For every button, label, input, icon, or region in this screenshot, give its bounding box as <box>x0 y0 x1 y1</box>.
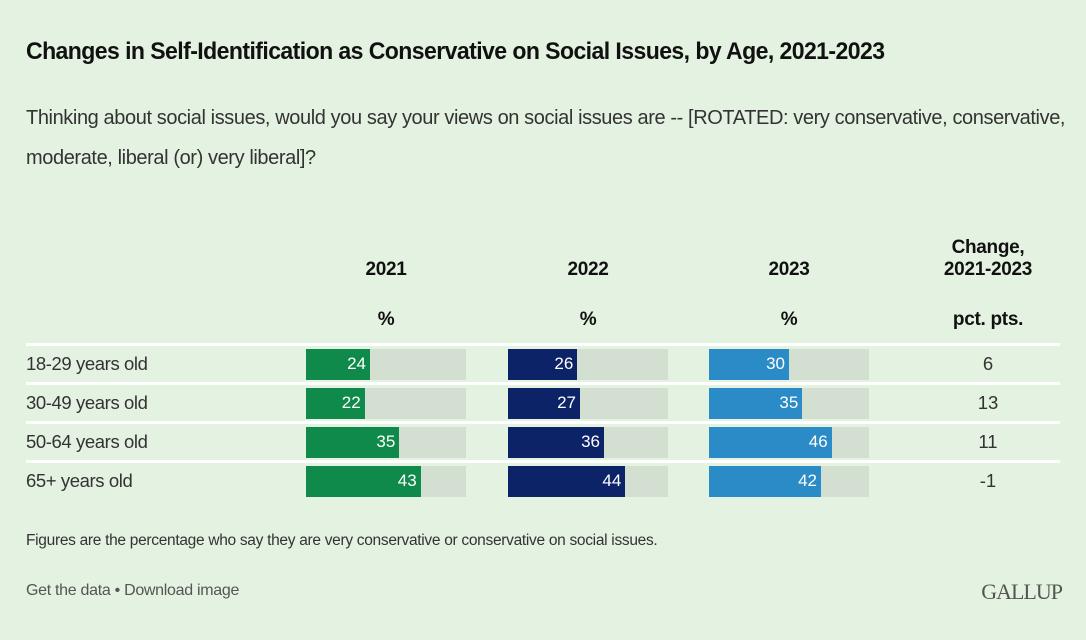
row-label: 18-29 years old <box>26 353 148 374</box>
row-divider <box>26 382 1060 385</box>
bar-value-label: 27 <box>557 393 576 412</box>
change-value: 6 <box>982 353 994 374</box>
column-unit-2021: % <box>377 309 395 330</box>
bar-track-2021: 22 <box>306 388 466 419</box>
change-value: 11 <box>978 431 998 452</box>
bar-track-2023: 30 <box>709 349 869 380</box>
row-divider <box>26 421 1060 424</box>
chart-subtitle: Thinking about social issues, would you … <box>26 107 1066 169</box>
column-header-change-line2: 2021-2023 <box>943 259 1033 280</box>
bar-2022: 44 <box>508 466 626 497</box>
bar-2023: 30 <box>709 349 789 380</box>
row-divider <box>26 343 1060 346</box>
bar-track-2023: 42 <box>709 466 869 497</box>
get-data-link[interactable]: Get the data <box>26 582 111 599</box>
bar-2023: 42 <box>709 466 821 497</box>
bar-2022: 26 <box>508 349 578 380</box>
bar-value-label: 35 <box>779 393 799 412</box>
bar-track-2023: 46 <box>709 427 869 458</box>
bar-2022: 27 <box>508 388 580 419</box>
bar-2021: 43 <box>306 466 421 497</box>
footer-links: Get the data • Download image <box>26 582 239 600</box>
column-header-change: Change, 2021-2023 <box>908 237 1068 281</box>
row-divider <box>26 460 1060 463</box>
bar-track-2021: 43 <box>306 466 466 497</box>
column-header-2023: 2023 <box>768 259 810 280</box>
bar-value-label: 43 <box>397 471 417 490</box>
column-unit-change: pct. pts. <box>952 309 1024 330</box>
chart-title: Changes in Self-Identification as Conser… <box>26 38 885 65</box>
bar-2021: 35 <box>306 427 400 458</box>
column-unit-2023: % <box>780 309 798 330</box>
gallup-logo: GALLUP <box>981 579 1063 604</box>
bar-value-label: 42 <box>798 471 817 490</box>
change-value: -1 <box>979 470 997 491</box>
bar-track-2022: 36 <box>508 427 668 458</box>
bar-2021: 22 <box>306 388 365 419</box>
bar-track-2023: 35 <box>709 388 869 419</box>
bar-track-2021: 24 <box>306 349 466 380</box>
row-label: 30-49 years old <box>26 392 148 413</box>
bar-value-label: 36 <box>581 432 600 451</box>
column-header-2022: 2022 <box>567 259 609 280</box>
column-header-change-line1: Change, <box>951 237 1025 258</box>
bar-track-2022: 44 <box>508 466 668 497</box>
bar-2022: 36 <box>508 427 604 458</box>
column-unit-2022: % <box>579 309 597 330</box>
bar-value-label: 35 <box>376 432 396 451</box>
bar-value-label: 44 <box>602 471 622 490</box>
link-separator: • <box>110 582 125 599</box>
bar-track-2022: 26 <box>508 349 668 380</box>
bar-2021: 24 <box>306 349 370 380</box>
bar-track-2022: 27 <box>508 388 668 419</box>
chart-note: Figures are the percentage who say they … <box>26 532 658 549</box>
column-header-2021: 2021 <box>365 259 407 280</box>
bar-track-2021: 35 <box>306 427 466 458</box>
change-value: 13 <box>977 392 999 413</box>
bar-2023: 35 <box>709 388 803 419</box>
row-label: 50-64 years old <box>26 431 148 452</box>
bar-value-label: 26 <box>554 354 574 373</box>
bar-2023: 46 <box>709 427 832 458</box>
bar-value-label: 24 <box>347 354 366 373</box>
row-label: 65+ years old <box>26 470 133 491</box>
bar-value-label: 46 <box>808 432 828 451</box>
bar-value-label: 30 <box>766 354 785 373</box>
download-image-link[interactable]: Download image <box>124 582 240 599</box>
bar-value-label: 22 <box>341 393 361 412</box>
